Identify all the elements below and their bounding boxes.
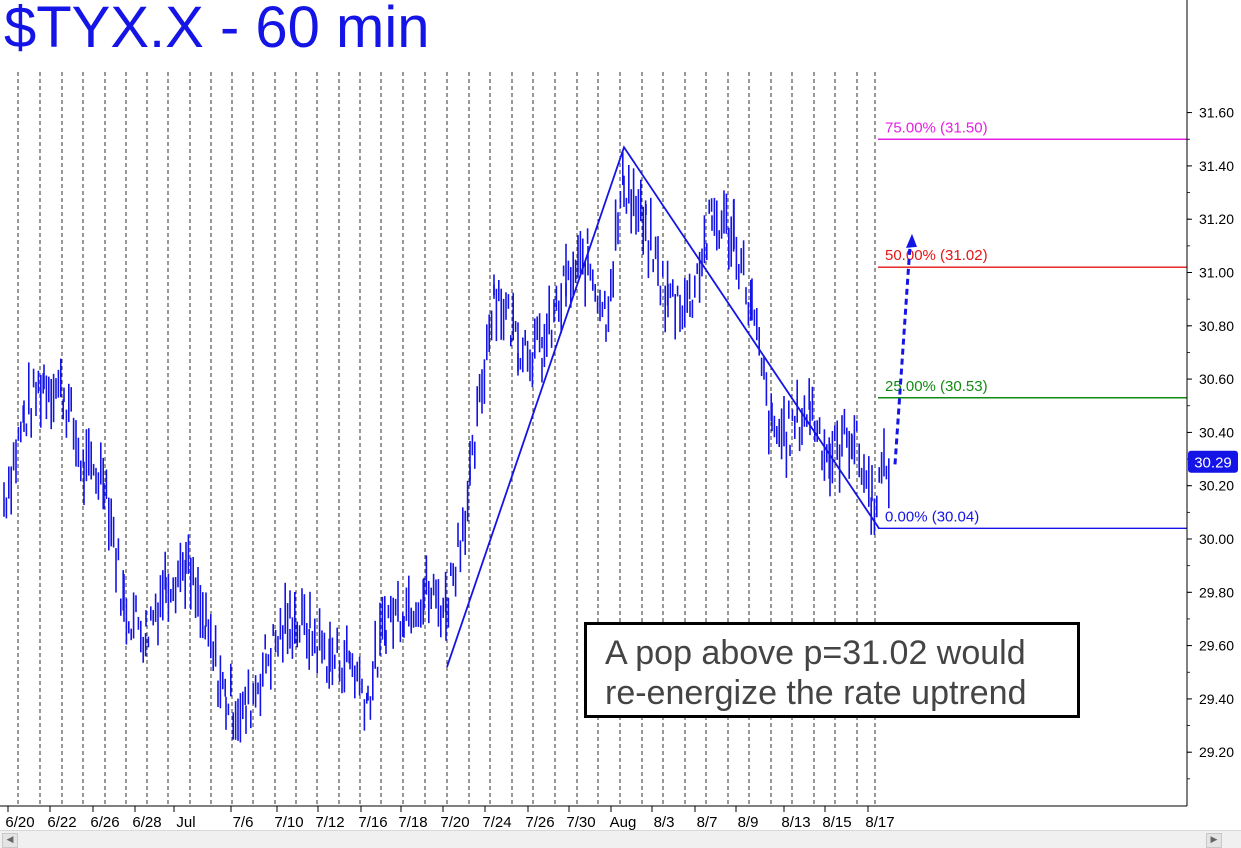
x-tick-label: 6/26 xyxy=(90,814,119,831)
y-tick-label: 30.20 xyxy=(1199,478,1234,494)
x-tick-label: 6/28 xyxy=(132,814,161,831)
x-tick-label: 7/18 xyxy=(398,814,427,831)
fib-level-label: 25.00% (30.53) xyxy=(885,378,988,395)
y-tick-label: 30.80 xyxy=(1199,318,1234,334)
price-bars xyxy=(3,151,890,743)
y-tick-label: 31.20 xyxy=(1199,211,1234,227)
x-tick-label: 8/3 xyxy=(654,814,675,831)
x-axis: 6/20 6/22 6/26 6/28 Jul 7/6 7/10 7/12 7/16 7/18 7/… xyxy=(5,806,895,831)
annotation-box: A pop above p=31.02 would re-energize th… xyxy=(584,622,1080,718)
x-tick-label: 8/15 xyxy=(822,814,851,831)
x-tick-label: 8/13 xyxy=(781,814,810,831)
abc-pattern-line xyxy=(446,145,880,668)
x-tick-label: Jul xyxy=(176,814,195,831)
projection-arrow-head-icon xyxy=(906,233,917,248)
x-tick-label: 8/7 xyxy=(697,814,718,831)
x-tick-label: 7/12 xyxy=(315,814,344,831)
scroll-right-icon[interactable]: ▶ xyxy=(1206,833,1222,848)
x-tick-label: 7/20 xyxy=(440,814,469,831)
fib-level-label: 75.00% (31.50) xyxy=(885,119,988,136)
annotation-line-1: A pop above p=31.02 would xyxy=(605,634,1026,672)
y-tick-label: 31.40 xyxy=(1199,158,1234,174)
projection-arrow-line xyxy=(893,245,912,465)
y-tick-label: 30.00 xyxy=(1199,531,1234,547)
x-tick-label: 7/16 xyxy=(358,814,387,831)
x-tick-label: 7/30 xyxy=(566,814,595,831)
y-tick-label: 31.00 xyxy=(1199,265,1234,281)
x-tick-label: 7/6 xyxy=(233,814,254,831)
x-tick-label: 7/24 xyxy=(482,814,511,831)
fib-level-label: 0.00% (30.04) xyxy=(885,508,979,525)
y-tick-label: 29.80 xyxy=(1199,584,1234,600)
last-price-badge-bg xyxy=(1188,450,1238,473)
y-tick-label: 31.60 xyxy=(1199,105,1234,121)
x-tick-label: Aug xyxy=(610,814,637,831)
y-tick-label: 30.60 xyxy=(1199,371,1234,387)
fib-level-label: 50.00% (31.02) xyxy=(885,247,988,264)
x-tick-label: 7/26 xyxy=(525,814,554,831)
scroll-left-icon[interactable]: ◀ xyxy=(2,833,18,848)
y-tick-label: 30.40 xyxy=(1199,424,1234,440)
chart-title: $TYX.X - 60 min xyxy=(4,0,430,60)
y-tick-label: 29.60 xyxy=(1199,638,1234,654)
annotation-line-2: re-energize the rate uptrend xyxy=(605,674,1027,712)
horizontal-scrollbar[interactable]: ◀ ▶ xyxy=(0,830,1241,848)
fibonacci-levels: 75.00% (31.50) 50.00% (31.02) 25.00% (30.5… xyxy=(878,119,1187,530)
x-tick-label: 6/20 xyxy=(5,814,34,831)
x-tick-label: 8/17 xyxy=(865,814,894,831)
last-price-label: 30.29 xyxy=(1194,455,1232,472)
y-axis: 29.20 29.40 29.60 29.80 30.00 30.20 30.40 30.60… xyxy=(1186,0,1234,806)
last-price-badge: 30.29 xyxy=(1188,450,1238,473)
x-tick-label: 7/10 xyxy=(274,814,303,831)
x-tick-label: 6/22 xyxy=(47,814,76,831)
y-tick-label: 29.20 xyxy=(1199,744,1234,760)
x-tick-label: 8/9 xyxy=(738,814,759,831)
y-tick-label: 29.40 xyxy=(1199,691,1234,707)
abc-pattern-lines xyxy=(446,145,917,668)
